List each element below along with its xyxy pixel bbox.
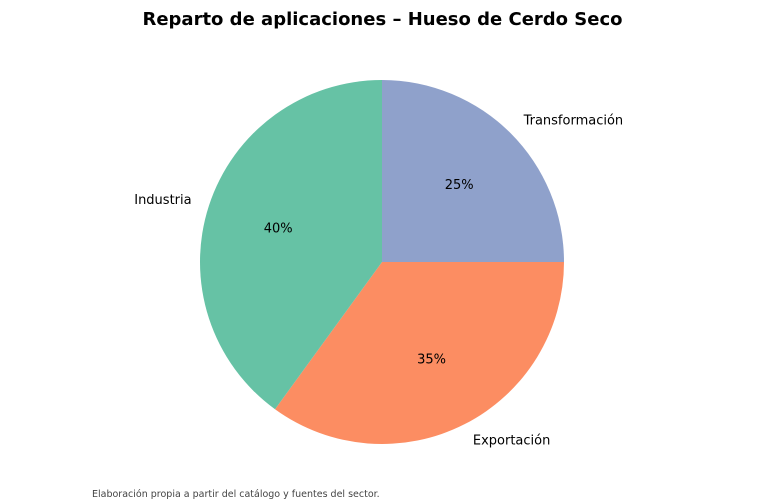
slice-percent-0: 25% [445,178,474,193]
chart-title: Reparto de aplicaciones – Hueso de Cerdo… [142,9,623,30]
pie-slice-0 [382,80,564,262]
slice-percent-2: 40% [264,221,293,236]
source-footnote: Elaboración propia a partir del catálogo… [92,489,380,500]
pie-slice-1 [275,262,564,444]
slice-label-2: Industria [134,193,191,208]
pie-labels: Transformación 25% Exportación 35% Industria… [134,113,623,448]
slice-percent-1: 35% [417,352,446,367]
slice-label-1: Exportación [473,433,550,448]
pie-slice-2 [200,79,382,410]
pie-slices [200,79,564,444]
slice-label-0: Transformación [523,113,624,128]
